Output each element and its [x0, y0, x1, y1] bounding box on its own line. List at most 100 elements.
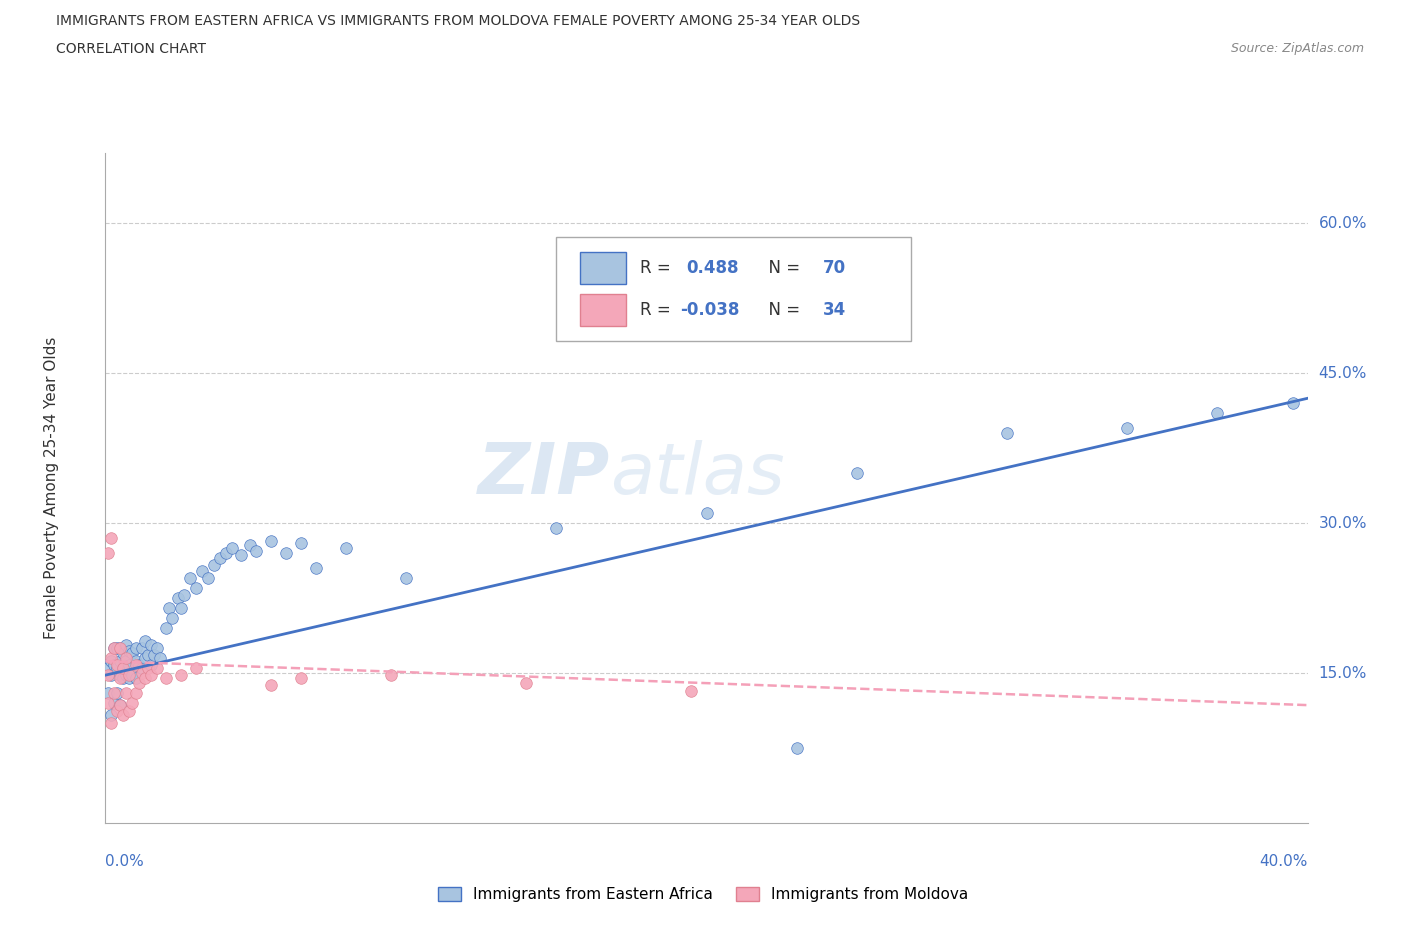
Point — [148, 651, 170, 666]
Point — [131, 660, 153, 675]
Point — [118, 658, 141, 672]
Point — [335, 540, 357, 555]
Point — [112, 645, 135, 660]
Point — [260, 534, 283, 549]
Point — [995, 426, 1018, 441]
Point — [124, 685, 146, 700]
Point — [290, 671, 312, 685]
Point — [115, 651, 138, 666]
Point — [845, 466, 868, 481]
Point — [97, 696, 120, 711]
Point — [110, 668, 132, 683]
Point — [136, 647, 159, 662]
Text: 0.0%: 0.0% — [105, 854, 145, 869]
Point — [166, 591, 188, 605]
Point — [305, 561, 328, 576]
Point — [202, 558, 225, 573]
Point — [134, 633, 156, 648]
Point — [786, 740, 808, 755]
Text: 30.0%: 30.0% — [1319, 516, 1367, 531]
Point — [112, 708, 135, 723]
Point — [121, 668, 143, 683]
Point — [107, 660, 129, 675]
Text: Female Poverty Among 25-34 Year Olds: Female Poverty Among 25-34 Year Olds — [44, 337, 59, 640]
Text: R =: R = — [640, 259, 676, 277]
Point — [103, 658, 125, 672]
Point — [112, 660, 135, 675]
Point — [107, 641, 129, 656]
Point — [118, 644, 141, 658]
Text: 15.0%: 15.0% — [1319, 666, 1367, 681]
Point — [121, 696, 143, 711]
Text: 40.0%: 40.0% — [1260, 854, 1308, 869]
Point — [103, 641, 125, 656]
Text: 70: 70 — [823, 259, 846, 277]
Point — [139, 638, 162, 653]
Point — [1281, 396, 1303, 411]
Text: N =: N = — [758, 259, 800, 277]
Point — [145, 641, 167, 656]
Point — [115, 654, 138, 669]
Point — [221, 540, 243, 555]
Point — [290, 536, 312, 551]
Point — [110, 641, 132, 656]
Text: R =: R = — [640, 301, 676, 319]
Point — [100, 668, 122, 683]
Point — [131, 666, 153, 681]
Point — [136, 660, 159, 675]
Point — [169, 601, 191, 616]
Text: 45.0%: 45.0% — [1319, 365, 1367, 380]
Point — [139, 668, 162, 683]
Point — [118, 704, 141, 719]
Text: IMMIGRANTS FROM EASTERN AFRICA VS IMMIGRANTS FROM MOLDOVA FEMALE POVERTY AMONG 2: IMMIGRANTS FROM EASTERN AFRICA VS IMMIGR… — [56, 14, 860, 28]
Point — [107, 685, 129, 700]
Point — [179, 571, 201, 586]
Point — [107, 658, 129, 672]
Point — [160, 611, 183, 626]
Point — [229, 548, 252, 563]
Point — [515, 676, 537, 691]
Point — [260, 678, 283, 693]
Point — [118, 671, 141, 685]
Point — [115, 685, 138, 700]
Point — [184, 660, 207, 675]
Text: -0.038: -0.038 — [681, 301, 740, 319]
Point — [145, 660, 167, 675]
Point — [100, 716, 122, 731]
Point — [380, 668, 402, 683]
Point — [128, 676, 150, 691]
Point — [169, 668, 191, 683]
Point — [107, 704, 129, 719]
Text: Source: ZipAtlas.com: Source: ZipAtlas.com — [1230, 42, 1364, 55]
Point — [239, 538, 262, 552]
Point — [131, 641, 153, 656]
Point — [1206, 405, 1229, 420]
Point — [124, 658, 146, 672]
Point — [197, 571, 219, 586]
Point — [696, 506, 718, 521]
Point — [208, 551, 231, 565]
Point — [110, 641, 132, 656]
Point — [142, 647, 165, 662]
Text: N =: N = — [758, 301, 800, 319]
Point — [124, 671, 146, 685]
Text: 0.488: 0.488 — [686, 259, 738, 277]
Point — [134, 651, 156, 666]
Point — [112, 671, 135, 685]
Point — [100, 708, 122, 723]
Point — [97, 546, 120, 561]
Point — [97, 668, 120, 683]
Point — [245, 544, 267, 559]
Point — [155, 671, 177, 685]
Point — [124, 654, 146, 669]
Point — [97, 685, 120, 700]
Text: atlas: atlas — [610, 441, 785, 510]
Text: 60.0%: 60.0% — [1319, 216, 1367, 231]
Point — [395, 571, 418, 586]
Point — [103, 696, 125, 711]
Point — [103, 641, 125, 656]
Point — [681, 684, 703, 698]
Point — [155, 620, 177, 635]
Point — [134, 671, 156, 685]
Point — [121, 645, 143, 660]
